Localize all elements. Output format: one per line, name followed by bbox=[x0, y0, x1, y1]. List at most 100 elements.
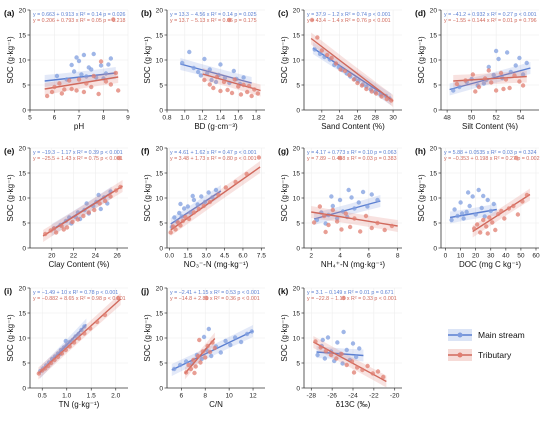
fit-line-trib bbox=[202, 73, 261, 92]
point-trib bbox=[255, 91, 261, 96]
point-main bbox=[491, 201, 496, 207]
equation-tributary: y = 7.89 − 0.468 x R² = 0.03 p = 0.383 bbox=[307, 156, 397, 162]
point-trib bbox=[211, 85, 216, 91]
point-main bbox=[190, 193, 195, 199]
point-trib bbox=[375, 220, 380, 226]
point-main bbox=[171, 366, 177, 372]
point-trib bbox=[309, 17, 315, 23]
point-main bbox=[360, 189, 366, 195]
y-tick-label: 5 bbox=[296, 220, 300, 227]
point-main bbox=[481, 81, 487, 86]
point-main bbox=[218, 62, 223, 67]
point-trib bbox=[252, 87, 257, 92]
equation-tributary: y = −1.55 + 0.144 x R² = 0.01 p = 0.796 bbox=[444, 18, 537, 24]
x-axis-title: Clay Content (%) bbox=[49, 260, 110, 269]
x-tick-label: 0 bbox=[444, 253, 448, 260]
fit-line-trib bbox=[310, 37, 394, 102]
point-main bbox=[482, 214, 487, 219]
point-main bbox=[481, 193, 486, 199]
point-main bbox=[69, 62, 74, 68]
point-trib bbox=[43, 231, 48, 237]
point-main bbox=[228, 342, 233, 348]
x-axis-title: pH bbox=[74, 122, 84, 131]
point-main bbox=[337, 197, 343, 203]
point-trib bbox=[482, 76, 488, 81]
point-trib bbox=[496, 211, 501, 217]
point-trib bbox=[493, 88, 499, 93]
point-trib bbox=[487, 215, 492, 220]
point-main bbox=[320, 337, 325, 343]
point-trib bbox=[506, 206, 512, 211]
point-main bbox=[486, 64, 491, 70]
point-trib bbox=[313, 339, 318, 344]
point-trib bbox=[111, 17, 116, 22]
x-tick-label: 7.5 bbox=[257, 253, 266, 260]
point-trib bbox=[45, 363, 51, 369]
point-main bbox=[231, 68, 237, 74]
panel-h: 0 5 10 15 20 0 10 20 30 40 50 60 DOC (mg C kg⁻¹) SOC … bbox=[415, 145, 540, 269]
point-main bbox=[365, 204, 370, 209]
point-trib bbox=[108, 194, 113, 199]
y-tick-label: 10 bbox=[430, 57, 438, 64]
point-trib bbox=[71, 340, 77, 345]
point-trib bbox=[485, 231, 490, 236]
point-trib bbox=[319, 48, 325, 53]
equation-tributary: y = 3.48 + 1.73 x R² = 0.80 p < 0.001 bbox=[170, 156, 257, 162]
series-main bbox=[44, 51, 116, 87]
point-trib bbox=[499, 208, 504, 214]
point-trib bbox=[191, 210, 197, 215]
point-trib bbox=[354, 365, 360, 370]
point-trib bbox=[57, 81, 62, 86]
point-trib bbox=[489, 80, 494, 85]
fit-line-main bbox=[44, 72, 116, 82]
y-tick-label: 5 bbox=[22, 360, 26, 367]
y-tick-label: 15 bbox=[293, 170, 301, 177]
y-tick-label: 10 bbox=[293, 335, 301, 342]
point-trib bbox=[192, 370, 197, 376]
y-tick-label: 10 bbox=[156, 57, 164, 64]
point-main bbox=[244, 331, 250, 337]
x-tick-label: 30 bbox=[389, 115, 397, 122]
point-trib bbox=[454, 81, 460, 87]
y-tick-label: 5 bbox=[296, 360, 300, 367]
y-tick-label: 0 bbox=[296, 385, 300, 392]
point-main bbox=[76, 331, 81, 337]
panel-j: 0 5 10 15 20 6 8 10 12 C/N SOC (g·kg⁻¹) (j) y = −2.4… bbox=[141, 285, 265, 409]
point-main bbox=[452, 207, 457, 212]
x-tick-label: 8 bbox=[102, 115, 106, 122]
point-main bbox=[479, 205, 484, 211]
equation-main-stream: y = 0.663 + 0.913 x R² = 0.14 p = 0.026 bbox=[33, 12, 126, 18]
point-main bbox=[223, 338, 228, 344]
point-main bbox=[63, 338, 68, 344]
point-trib bbox=[69, 86, 74, 92]
x-axis-title: NO₃⁻-N (mg·kg⁻¹) bbox=[184, 260, 249, 269]
point-trib bbox=[202, 77, 207, 83]
point-trib bbox=[51, 226, 57, 231]
legend-label: Tributary bbox=[478, 350, 512, 360]
x-tick-label: 5 bbox=[28, 115, 32, 122]
x-axis-title: Silt Content (%) bbox=[462, 122, 518, 131]
point-trib bbox=[347, 224, 353, 230]
x-tick-label: 1.4 bbox=[216, 115, 225, 122]
point-trib bbox=[205, 343, 210, 349]
point-trib bbox=[188, 366, 194, 372]
point-main bbox=[491, 72, 496, 78]
series-trib bbox=[44, 17, 121, 99]
y-tick-label: 5 bbox=[22, 82, 26, 89]
point-trib bbox=[524, 192, 530, 198]
y-tick-label: 15 bbox=[293, 310, 301, 317]
point-trib bbox=[53, 230, 59, 235]
y-tick-label: 0 bbox=[159, 385, 163, 392]
point-trib bbox=[337, 155, 343, 161]
x-tick-label: 6 bbox=[367, 253, 371, 260]
point-main bbox=[346, 187, 351, 193]
series-trib bbox=[313, 295, 387, 388]
point-main bbox=[464, 209, 469, 215]
point-trib bbox=[334, 356, 339, 361]
point-trib bbox=[70, 219, 75, 225]
point-trib bbox=[36, 371, 42, 376]
point-trib bbox=[64, 225, 70, 230]
point-trib bbox=[48, 228, 53, 233]
point-trib bbox=[503, 77, 509, 82]
